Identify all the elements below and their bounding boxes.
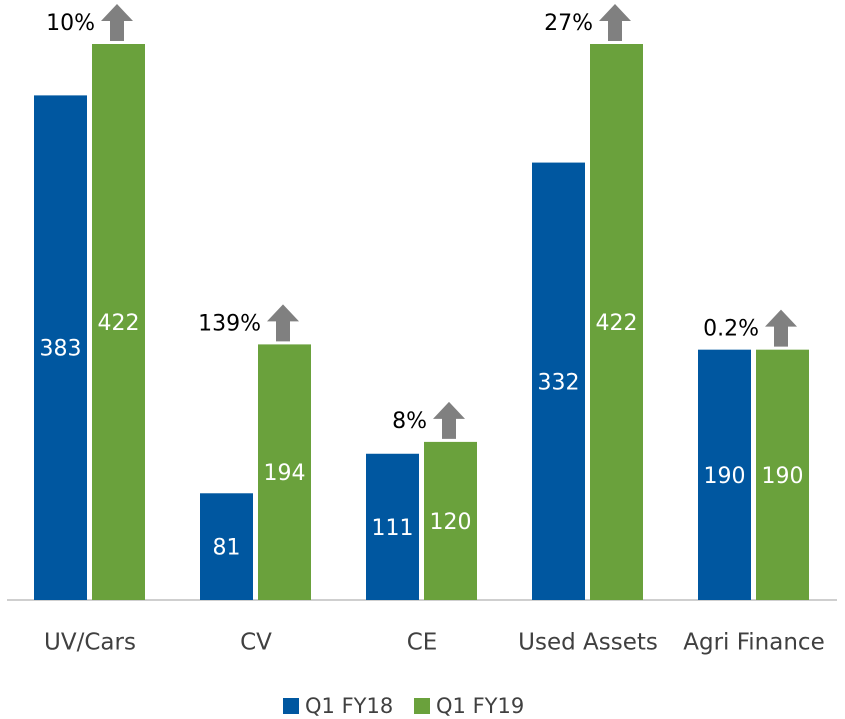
bar bbox=[756, 349, 809, 600]
legend-label: Q1 FY18 bbox=[305, 694, 393, 718]
x-tick-label: Agri Finance bbox=[683, 630, 824, 656]
bar bbox=[34, 95, 87, 601]
value-label: 190 bbox=[762, 464, 804, 489]
growth-label: 27% bbox=[544, 11, 593, 36]
growth-arrow bbox=[267, 304, 299, 342]
bar bbox=[366, 453, 419, 600]
x-tick-label: CV bbox=[240, 630, 272, 656]
legend-swatch bbox=[414, 698, 430, 714]
legend-swatch bbox=[283, 698, 299, 714]
growth-label: 139% bbox=[198, 311, 261, 336]
x-tick-label: UV/Cars bbox=[44, 630, 136, 656]
legend-label: Q1 FY19 bbox=[436, 694, 524, 718]
value-label: 422 bbox=[98, 311, 140, 336]
bar bbox=[92, 44, 145, 600]
growth-label: 10% bbox=[46, 11, 95, 36]
bar bbox=[258, 344, 311, 600]
value-label: 194 bbox=[264, 461, 306, 486]
bar bbox=[590, 44, 643, 600]
growth-label: 8% bbox=[392, 409, 427, 434]
growth-arrow bbox=[433, 401, 465, 439]
value-label: 81 bbox=[213, 536, 241, 561]
value-label: 120 bbox=[430, 510, 472, 535]
value-label: 332 bbox=[538, 370, 580, 395]
x-tick-label: Used Assets bbox=[518, 630, 658, 656]
bar bbox=[424, 441, 477, 600]
growth-arrow bbox=[599, 4, 631, 41]
bar bbox=[200, 493, 253, 600]
value-label: 422 bbox=[596, 311, 638, 336]
bar bbox=[532, 162, 585, 601]
value-label: 383 bbox=[40, 337, 82, 362]
value-label: 190 bbox=[704, 464, 746, 489]
growth-arrow bbox=[101, 4, 133, 41]
bar bbox=[698, 349, 751, 600]
x-tick-label: CE bbox=[407, 630, 438, 656]
value-label: 111 bbox=[372, 516, 414, 541]
growth-arrow bbox=[765, 309, 797, 347]
growth-label: 0.2% bbox=[703, 317, 759, 342]
